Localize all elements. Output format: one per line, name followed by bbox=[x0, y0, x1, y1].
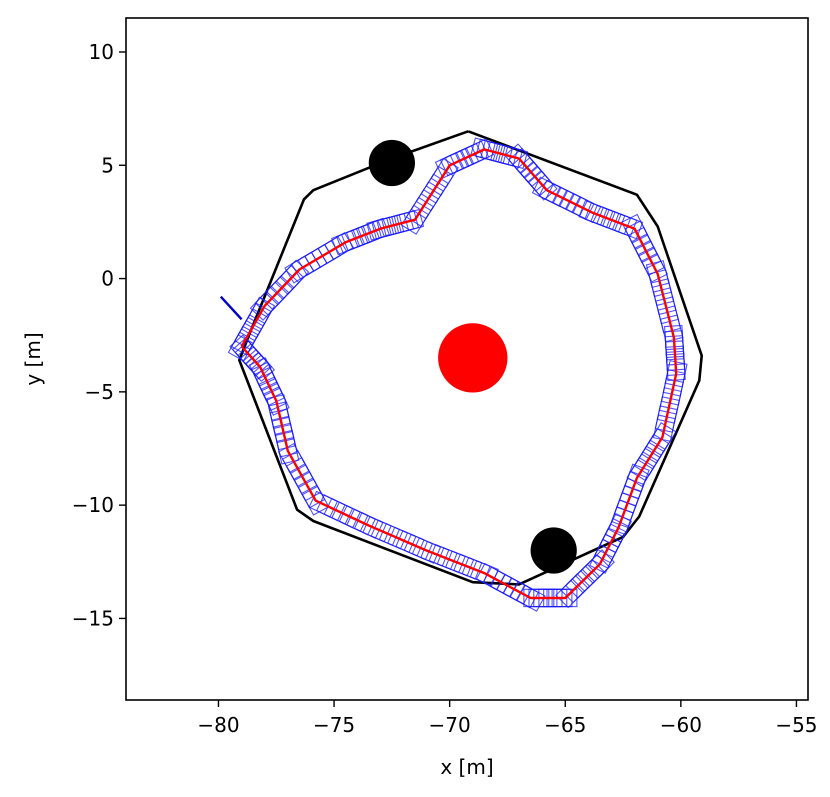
y-tick-label: −15 bbox=[72, 606, 114, 630]
y-tick-label: 10 bbox=[89, 40, 114, 64]
y-axis-label: y [m] bbox=[21, 332, 45, 385]
y-tick-label: 5 bbox=[101, 153, 114, 177]
y-axis: 10 5 0 −5 −10 −15 bbox=[72, 40, 126, 630]
x-axis-label: x [m] bbox=[440, 755, 493, 779]
y-tick-label: −5 bbox=[85, 380, 114, 404]
x-tick-label: −65 bbox=[544, 713, 586, 737]
x-tick-label: −60 bbox=[660, 713, 702, 737]
x-tick-label: −75 bbox=[313, 713, 355, 737]
axes-frame bbox=[125, 17, 809, 701]
reference-path-line bbox=[240, 148, 678, 600]
data-layer bbox=[219, 130, 704, 612]
y-tick-label: −10 bbox=[72, 493, 114, 517]
boundary-line bbox=[238, 130, 704, 586]
x-tick-label: −70 bbox=[429, 713, 471, 737]
x-tick-label: −55 bbox=[775, 713, 817, 737]
x-tick-label: −80 bbox=[197, 713, 239, 737]
obstacle-marker bbox=[530, 527, 577, 574]
start-segment-line bbox=[219, 295, 243, 321]
x-axis: −80 −75 −70 −65 −60 −55 bbox=[197, 700, 818, 737]
y-tick-label: 0 bbox=[101, 267, 114, 291]
obstacle-marker bbox=[368, 139, 415, 187]
center-marker bbox=[438, 323, 508, 393]
